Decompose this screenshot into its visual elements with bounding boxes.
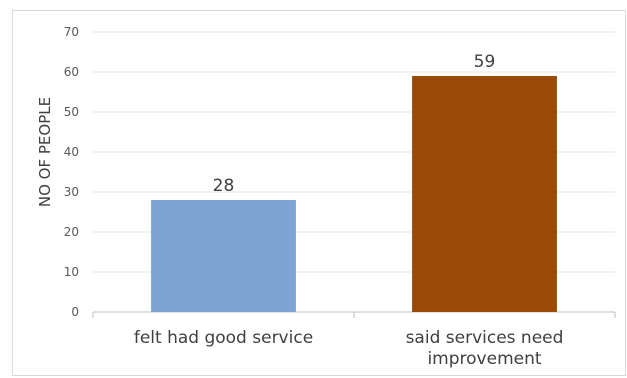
data-labels: 28 59 xyxy=(213,52,496,196)
y-tick-label: 40 xyxy=(64,145,79,159)
data-label: 59 xyxy=(474,52,496,72)
y-axis-ticks: 0 10 20 30 40 50 60 70 xyxy=(64,25,79,319)
category-labels: felt had good service said services needi… xyxy=(134,328,564,369)
y-tick-label: 60 xyxy=(64,65,79,79)
y-tick-label: 30 xyxy=(64,185,79,199)
y-axis-title: NO OF PEOPLE xyxy=(36,97,54,207)
category-label: felt had good service xyxy=(134,328,313,348)
x-axis-tick-marks xyxy=(92,312,616,318)
data-label: 28 xyxy=(213,176,235,196)
bar xyxy=(151,200,296,312)
category-label: said services need xyxy=(406,328,564,348)
y-tick-label: 50 xyxy=(64,105,79,119)
y-tick-label: 70 xyxy=(64,25,79,39)
bar xyxy=(412,76,557,312)
y-tick-label: 0 xyxy=(71,305,79,319)
category-label: improvement xyxy=(427,349,541,369)
bars xyxy=(151,76,557,312)
y-tick-label: 20 xyxy=(64,225,79,239)
y-tick-label: 10 xyxy=(64,265,79,279)
